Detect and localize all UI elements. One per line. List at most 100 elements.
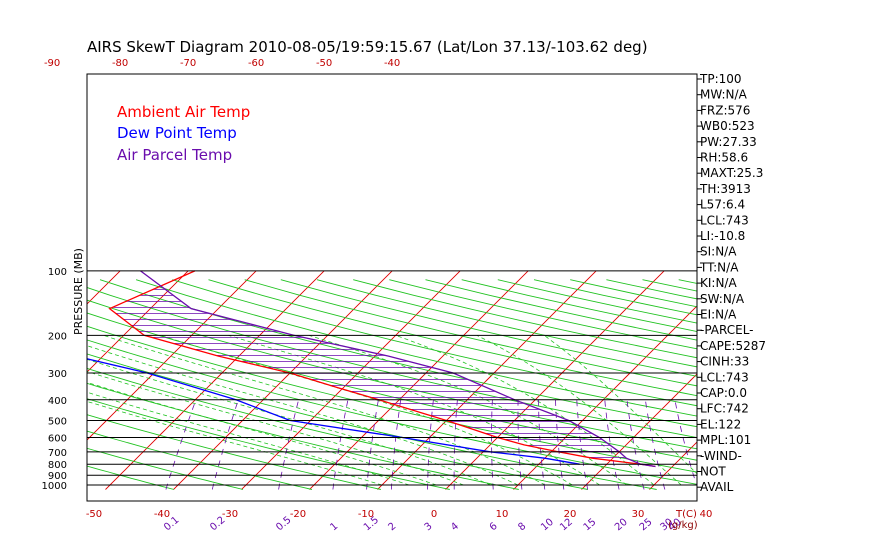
side-info-item: EL:122: [700, 417, 741, 431]
dry-adiabat-line: [87, 312, 697, 461]
dry-adiabat-line: [87, 414, 381, 490]
bottom-temp-tick-label: -20: [290, 509, 306, 520]
side-info-item: MW:N/A: [700, 88, 748, 102]
dry-adiabat-line: [316, 279, 697, 368]
side-info-item: TP:100: [699, 72, 742, 86]
chart-title: AIRS SkewT Diagram 2010-08-05/19:59:15.6…: [87, 38, 648, 56]
isotherm-line: [581, 373, 697, 490]
side-info-item: PW:27.33: [700, 135, 757, 149]
dry-adiabat-line: [87, 382, 519, 490]
side-info-item: LI:-10.8: [700, 229, 745, 243]
mixing-ratio-tick-label: 8: [516, 521, 528, 534]
side-info-item: SI:N/A: [700, 245, 737, 259]
mixing-ratio-tick-label: 15: [582, 517, 599, 534]
pressure-tick-label: 1000: [42, 481, 67, 492]
side-info-item: LCL:743: [700, 370, 749, 384]
side-info-item: KI:N/A: [700, 276, 737, 290]
bottom-temp-tick-label: 30: [632, 509, 645, 520]
dry-adiabat-line: [87, 465, 175, 490]
dry-adiabat-line: [87, 339, 697, 485]
top-temp-tick-label: -60: [248, 58, 264, 69]
side-info-item: LCL:743: [700, 213, 749, 227]
bottom-temp-tick-label: -50: [86, 509, 102, 520]
mixing-ratio-tick-label: 10: [539, 517, 556, 534]
legend-air-parcel-temp: Air Parcel Temp: [117, 146, 232, 164]
pressure-tick-label: 800: [48, 460, 67, 471]
legend-ambient-air-temp: Ambient Air Temp: [117, 103, 250, 121]
dry-adiabat-line: [87, 447, 244, 490]
bottom-temp-tick-label: 0: [431, 509, 437, 520]
mixing-ratio-tick-label: 6: [488, 521, 500, 534]
bottom-temp-tick-label: 10: [496, 509, 509, 520]
side-info-item: TT:N/A: [699, 260, 739, 274]
side-info-item: EI:N/A: [700, 308, 737, 322]
pressure-tick-label: 900: [48, 471, 67, 482]
plot-frame: [86, 73, 698, 502]
legend: Ambient Air Temp Dew Point Temp Air Parc…: [117, 103, 250, 164]
isotherm-line: [105, 270, 325, 490]
mixing-ratio-tick-label: 1: [328, 521, 340, 534]
isotherm-line: [87, 270, 257, 441]
side-info-item: WB0:523: [700, 119, 755, 133]
top-temp-tick-label: -50: [316, 58, 332, 69]
legend-dew-point-temp: Dew Point Temp: [117, 124, 237, 142]
top-temp-tick-label: -40: [384, 58, 400, 69]
top-temp-tick-label: -80: [112, 58, 128, 69]
mixing-ratio-line: [165, 399, 197, 490]
mixing-ratio-unit-label: (g/kg): [668, 520, 698, 531]
pressure-tick-label: 200: [48, 331, 67, 342]
side-info-item: NOT: [700, 465, 726, 479]
isotherm-line: [241, 270, 461, 490]
mixing-ratio-tick-label: 3: [423, 521, 435, 534]
isotherm-line: [0, 271, 52, 490]
side-info-item: CINH:33: [700, 355, 749, 369]
side-info-item: SW:N/A: [700, 292, 745, 306]
pressure-tick-label: 700: [48, 448, 67, 459]
plot-area: [87, 74, 697, 501]
isotherm-line: [649, 441, 697, 490]
mixing-ratio-line: [674, 399, 697, 488]
side-info-item: LFC:742: [700, 402, 749, 416]
dry-adiabat-line: [87, 353, 657, 490]
isotherm-line: [309, 270, 529, 490]
dry-adiabat-line: [87, 287, 697, 438]
x-axis-label: T(C): [675, 509, 697, 520]
top-temp-tick-label: -70: [180, 58, 196, 69]
dry-adiabat-line: [280, 279, 697, 377]
dry-adiabat-line: [87, 325, 697, 473]
dry-adiabat-line: [87, 367, 588, 490]
side-info-item: -PARCEL-: [700, 323, 754, 337]
side-info-item: MAXT:25.3: [700, 166, 763, 180]
side-info-item: MPL:101: [700, 433, 751, 447]
dry-adiabat-line: [135, 279, 697, 417]
bottom-temp-tick-label: 40: [700, 509, 713, 520]
dry-adiabat-line: [99, 279, 697, 428]
mixing-ratio-tick-label: 20: [613, 517, 630, 534]
air-parcel-temp-line: [140, 270, 656, 468]
side-info-item: AVAIL: [700, 480, 734, 494]
pressure-tick-label: 500: [48, 417, 67, 428]
dry-adiabat-line: [87, 398, 450, 490]
ambient-air-temp-line: [108, 270, 656, 468]
bottom-temp-tick-label: 20: [564, 509, 577, 520]
dry-adiabat-line: [208, 279, 697, 397]
mixing-ratio-tick-label: 2: [386, 521, 398, 534]
top-temp-tick-label: -90: [44, 58, 60, 69]
bottom-temp-tick-label: -40: [154, 509, 170, 520]
isotherm-line: [87, 270, 189, 373]
isotherm-line: [854, 271, 870, 490]
moist-adiabat-line: [103, 334, 546, 486]
side-info-item: RH:58.6: [700, 151, 748, 165]
mixing-ratio-tick-label: 4: [449, 521, 461, 534]
side-info-item: L57:6.4: [700, 198, 745, 212]
pressure-tick-label: 400: [48, 396, 67, 407]
moist-adiabat-line: [87, 345, 519, 486]
pressure-tick-label: 100: [48, 267, 67, 278]
dry-adiabat-line: [172, 279, 697, 407]
isotherm-line: [786, 271, 870, 490]
moist-adiabat-line: [87, 358, 491, 486]
dry-adiabat-line: [87, 299, 697, 450]
isotherm-line: [173, 270, 393, 490]
moist-adiabat-line: [543, 334, 697, 475]
